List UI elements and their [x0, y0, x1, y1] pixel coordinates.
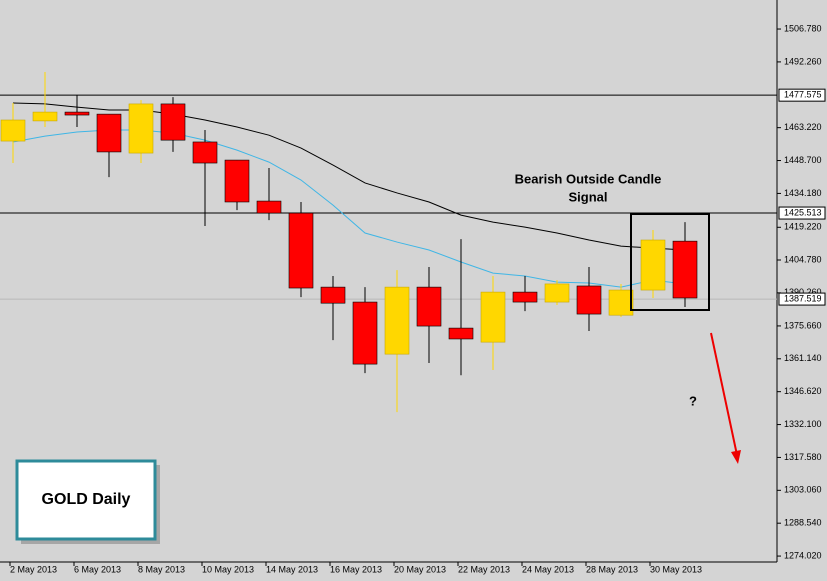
candle-body	[256, 200, 282, 214]
x-tick-label: 10 May 2013	[202, 564, 254, 574]
candle-body	[352, 301, 378, 365]
candle-body	[608, 289, 634, 316]
arrow-head	[731, 450, 741, 464]
candle-body	[512, 291, 538, 303]
candle-body	[288, 212, 314, 289]
y-tick-label: 1463.220	[784, 122, 822, 132]
moving-average	[12, 129, 686, 288]
y-tick-label: 1390.260	[784, 287, 822, 297]
x-tick-label: 6 May 2013	[74, 564, 121, 574]
x-tick-label: 8 May 2013	[138, 564, 185, 574]
candle-body	[320, 286, 346, 304]
candle-body	[384, 286, 410, 355]
y-tick-label: 1375.660	[784, 320, 822, 330]
moving-average	[12, 102, 686, 251]
candle-body	[672, 240, 698, 299]
candle-body	[544, 283, 570, 303]
candle-body	[480, 291, 506, 343]
candle-body	[0, 119, 26, 142]
y-tick-label: 1506.780	[784, 23, 822, 33]
candle-body	[64, 111, 90, 116]
level-box	[778, 292, 826, 306]
title-box	[15, 459, 157, 541]
level-box	[778, 88, 826, 102]
x-tick-label: 24 May 2013	[522, 564, 574, 574]
candle-body	[576, 285, 602, 315]
x-tick-label: 2 May 2013	[10, 564, 57, 574]
highlight-box	[630, 213, 710, 311]
annotation: Bearish Outside Candle	[515, 171, 662, 186]
candle-body	[448, 327, 474, 340]
x-tick-label: 20 May 2013	[394, 564, 446, 574]
y-tick-label: 1404.780	[784, 254, 822, 264]
annotation: ?	[689, 393, 697, 408]
candle-body	[32, 111, 58, 122]
x-tick-label: 16 May 2013	[330, 564, 382, 574]
y-tick-label: 1346.620	[784, 386, 822, 396]
y-tick-label: 1448.700	[784, 155, 822, 165]
level-label: 1387.519	[784, 293, 822, 303]
y-tick-label: 1361.140	[784, 353, 822, 363]
x-tick-label: 30 May 2013	[650, 564, 702, 574]
arrow	[710, 332, 738, 456]
y-tick-label: 1274.020	[784, 550, 822, 560]
candle-body	[640, 239, 666, 291]
candle-body	[160, 103, 186, 141]
candle-body	[224, 159, 250, 203]
annotation: Signal	[568, 189, 607, 204]
y-tick-label: 1317.580	[784, 452, 822, 462]
y-tick-label: 1419.220	[784, 222, 822, 232]
candle-body	[96, 113, 122, 153]
plot	[0, 72, 777, 413]
chart-title: GOLD Daily	[42, 491, 131, 508]
candle-body	[416, 286, 442, 327]
candle-body	[128, 103, 154, 154]
y-tick-label: 1288.540	[784, 518, 822, 528]
level-box	[778, 206, 826, 220]
y-tick-label: 1434.180	[784, 188, 822, 198]
level-label: 1477.575	[784, 90, 822, 100]
x-tick-label: 28 May 2013	[586, 564, 638, 574]
y-tick-label: 1492.260	[784, 56, 822, 66]
y-tick-label: 1332.100	[784, 419, 822, 429]
x-tick-label: 22 May 2013	[458, 564, 510, 574]
candle-body	[192, 141, 218, 164]
y-tick-label: 1303.060	[784, 485, 822, 495]
level-label: 1425.513	[784, 207, 822, 217]
x-tick-label: 14 May 2013	[266, 564, 318, 574]
